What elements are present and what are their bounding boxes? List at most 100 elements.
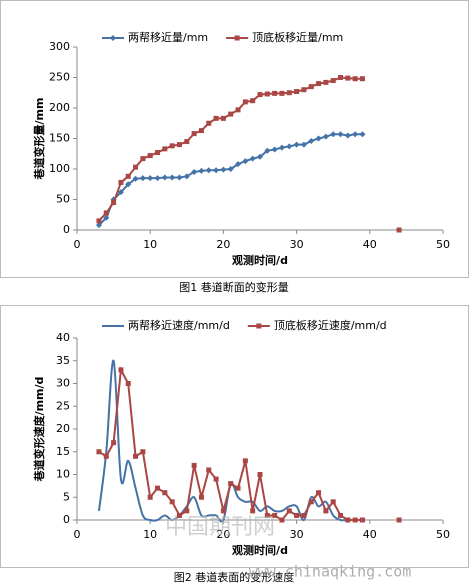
marker: [133, 453, 139, 459]
marker: [323, 508, 329, 514]
marker: [301, 87, 307, 93]
marker: [294, 512, 300, 518]
marker: [286, 508, 292, 514]
x-tick-label: 10: [143, 238, 157, 251]
marker: [345, 75, 351, 81]
x-tick-label: 10: [143, 528, 157, 541]
y-tick-label: 20: [56, 422, 70, 435]
marker: [169, 174, 176, 181]
marker: [352, 517, 358, 523]
marker: [286, 90, 292, 96]
marker: [191, 169, 198, 176]
marker: [322, 133, 329, 140]
marker: [294, 89, 300, 95]
marker: [228, 111, 234, 117]
marker: [278, 144, 285, 151]
marker: [184, 508, 190, 514]
marker: [272, 512, 278, 518]
y-tick-label: 15: [56, 445, 70, 458]
y-tick-label: 5: [63, 490, 70, 503]
x-tick-label: 30: [290, 528, 304, 541]
marker: [213, 115, 219, 121]
marker: [286, 143, 293, 150]
marker: [161, 174, 168, 181]
x-tick-label: 50: [436, 528, 450, 541]
marker: [103, 453, 109, 459]
marker: [111, 200, 117, 206]
marker: [227, 166, 234, 172]
series-line: [98, 76, 363, 222]
marker: [220, 115, 226, 121]
y-axis-title: 巷道变形量/mm: [32, 98, 46, 181]
marker: [139, 175, 146, 182]
marker: [155, 485, 161, 491]
x-tick-label: 40: [363, 238, 377, 251]
y-tick-label: 100: [49, 162, 70, 175]
y-axis-title: 巷道变形速度/mm/d: [32, 377, 46, 483]
marker: [140, 449, 146, 455]
marker: [133, 164, 139, 170]
marker: [176, 142, 182, 148]
marker: [396, 517, 402, 523]
x-tick-label: 50: [436, 238, 450, 251]
marker: [316, 490, 322, 496]
marker: [359, 76, 365, 82]
marker: [316, 81, 322, 87]
marker: [213, 167, 220, 174]
marker: [162, 146, 168, 152]
marker: [147, 494, 153, 500]
marker: [198, 128, 204, 134]
marker: [154, 175, 161, 182]
marker: [396, 227, 402, 233]
marker: [220, 166, 227, 173]
marker: [125, 181, 132, 188]
legend-marker: [110, 35, 116, 41]
y-tick-label: 250: [49, 71, 70, 84]
marker: [96, 218, 102, 224]
legend-label: 两帮移近速度/mm/d: [128, 318, 230, 332]
marker: [250, 508, 256, 514]
watermark: 中国期刊网: [165, 515, 275, 540]
x-axis-title: 观测时间/d: [232, 253, 288, 267]
marker: [279, 90, 285, 96]
y-tick-label: 50: [56, 193, 70, 206]
marker: [220, 508, 226, 514]
marker: [169, 143, 175, 149]
y-tick-label: 25: [56, 399, 70, 412]
marker: [264, 91, 270, 97]
marker: [250, 98, 256, 104]
marker: [352, 131, 359, 138]
x-tick-label: 30: [290, 238, 304, 251]
marker: [301, 512, 307, 518]
marker: [184, 139, 190, 145]
series-line: [97, 359, 363, 523]
legend-label: 顶底板移近量/mm: [252, 30, 343, 44]
marker: [206, 120, 212, 126]
marker: [293, 141, 300, 148]
marker: [118, 179, 124, 185]
marker: [235, 107, 241, 113]
marker: [249, 155, 256, 162]
x-tick-label: 0: [74, 528, 81, 541]
marker: [330, 131, 337, 138]
marker: [103, 210, 109, 216]
marker: [242, 99, 248, 105]
marker: [118, 367, 124, 373]
marker: [344, 132, 351, 139]
y-tick-label: 150: [49, 132, 70, 145]
marker: [147, 175, 154, 182]
marker: [308, 137, 315, 144]
marker: [271, 146, 278, 153]
marker: [125, 381, 131, 386]
marker: [352, 76, 358, 82]
marker: [279, 517, 285, 523]
marker: [155, 150, 161, 156]
chart-frame: [0, 0, 469, 278]
y-tick-label: 200: [49, 101, 70, 114]
marker: [330, 499, 336, 505]
marker: [198, 167, 205, 174]
y-tick-label: 0: [63, 223, 70, 236]
y-tick-label: 35: [56, 354, 70, 367]
marker: [338, 512, 344, 518]
